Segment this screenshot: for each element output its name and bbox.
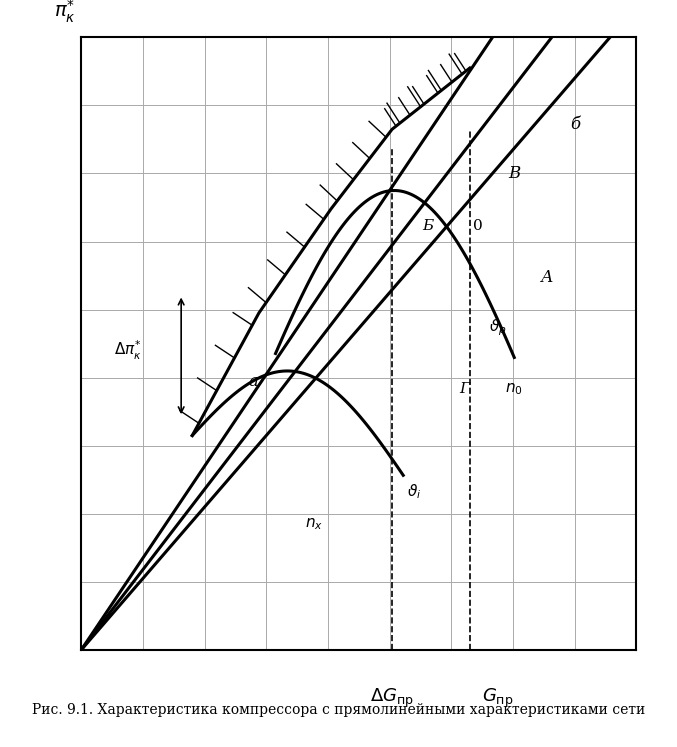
Text: А: А (541, 270, 554, 286)
Text: $n_0$: $n_0$ (505, 382, 523, 397)
Text: б: б (570, 117, 580, 133)
Text: Рис. 9.1. Характеристика компрессора с прямолинейными характеристиками сети: Рис. 9.1. Характеристика компрессора с п… (32, 703, 645, 717)
Text: Б: Б (422, 220, 434, 233)
Text: В: В (508, 165, 521, 182)
Text: $\pi_{\kappa}^{*}$: $\pi_{\kappa}^{*}$ (53, 0, 75, 25)
Text: 0: 0 (473, 220, 483, 233)
Text: $n_x$: $n_x$ (305, 516, 324, 532)
Text: $\vartheta_i$: $\vartheta_i$ (407, 483, 422, 501)
Text: $\vartheta_p$: $\vartheta_p$ (489, 317, 506, 338)
Text: а: а (248, 374, 258, 391)
Text: Г: Г (459, 382, 469, 396)
Text: $\Delta\pi_{\kappa}^{*}$: $\Delta\pi_{\kappa}^{*}$ (114, 339, 142, 362)
Text: $G_{\text{пр}}$: $G_{\text{пр}}$ (482, 686, 513, 710)
Text: $\Delta G_{\text{пр}}$: $\Delta G_{\text{пр}}$ (370, 686, 414, 710)
